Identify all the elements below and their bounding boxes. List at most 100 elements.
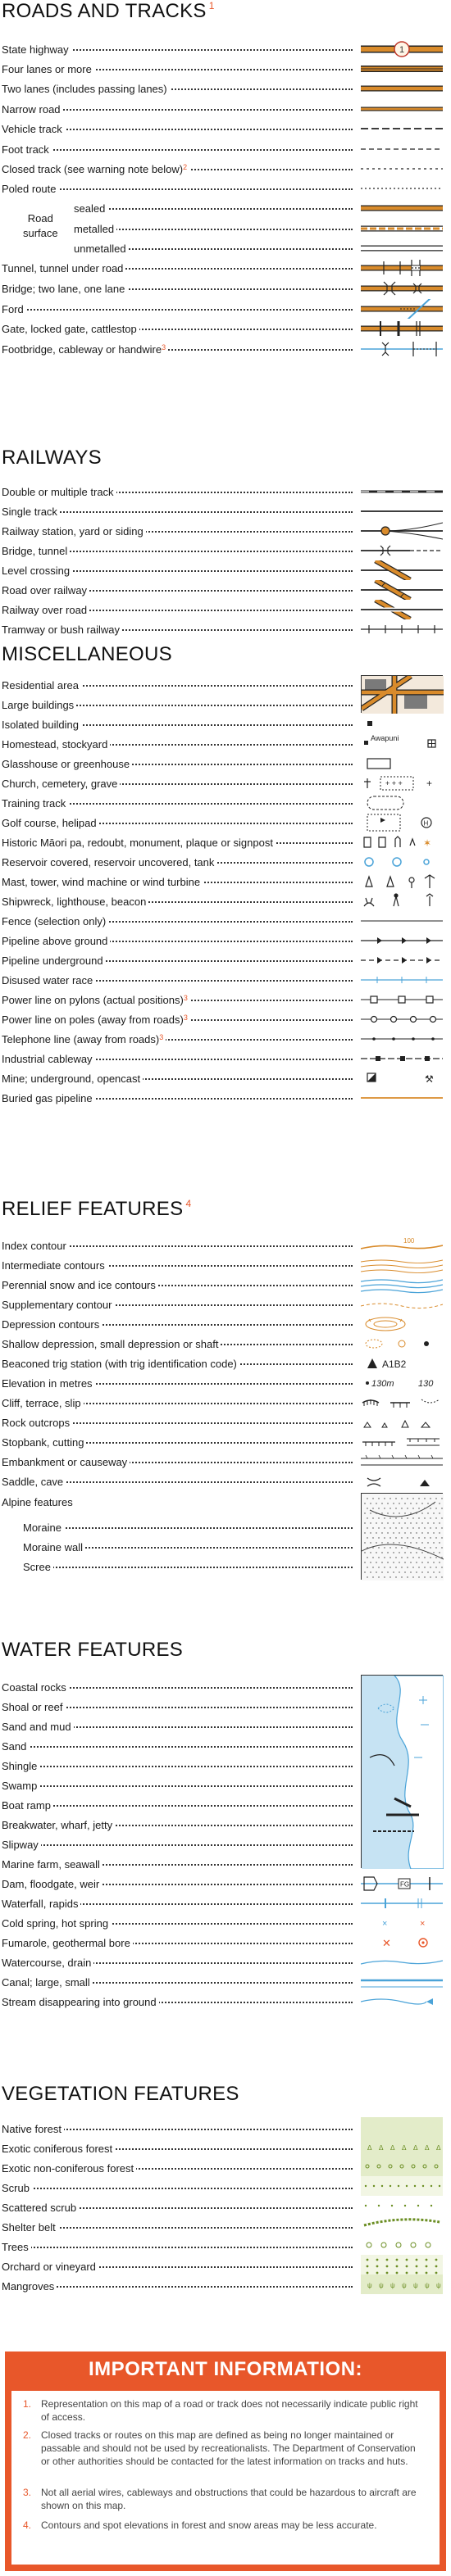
leader-dots xyxy=(2,1962,353,1964)
legend-label-text: Bridge; two lane, one lane xyxy=(2,282,125,295)
leader-dots xyxy=(74,229,353,230)
water-row: Watercourse, drain xyxy=(0,1952,451,1972)
legend-label-text: Disused water race xyxy=(2,973,93,986)
leader-dots xyxy=(2,288,353,290)
legend-label: Saddle, cave xyxy=(2,1475,66,1488)
legend-label: Depression contours xyxy=(2,1317,102,1331)
leader-dots xyxy=(2,1884,353,1885)
legend-symbol xyxy=(361,139,443,159)
legend-label-text: Orchard or vineyard xyxy=(2,2260,96,2273)
leader-dots xyxy=(2,1903,353,1905)
water-row: Slipway xyxy=(0,1834,451,1854)
trig-code: A1B2 xyxy=(382,1358,407,1370)
legend-label: Reservoir covered, reservoir uncovered, … xyxy=(2,855,217,868)
railways-row: Tramway or bush railway xyxy=(0,619,451,639)
legend-label: Perennial snow and ice contours xyxy=(2,1278,158,1291)
leader-dots xyxy=(2,1383,353,1385)
legend-label: Embankment or causeway xyxy=(2,1455,130,1468)
legend-label-text: Watercourse, drain xyxy=(2,1956,92,1969)
legend-label-text: Power line on poles (away from roads) xyxy=(2,1013,184,1026)
leader-dots xyxy=(23,1547,353,1549)
note-number: 2. xyxy=(23,2429,32,2441)
legend-symbol xyxy=(361,1393,443,1413)
misc-row: Buried gas pipeline xyxy=(0,1088,451,1108)
leader-dots xyxy=(2,329,353,330)
water-row: Breakwater, wharf, jetty xyxy=(0,1815,451,1834)
legend-label: Bridge, tunnel xyxy=(2,544,71,557)
legend-label: Watercourse, drain xyxy=(2,1956,94,1969)
legend-symbol: 130m 130 xyxy=(361,1373,443,1393)
legend-label-text: Pipeline underground xyxy=(2,954,103,967)
footnote-ref: 3 xyxy=(162,342,166,351)
legend-label: Power line on pylons (actual positions)3 xyxy=(2,993,190,1006)
legend-label-text: Moraine wall xyxy=(23,1540,83,1553)
misc-row: Mine; underground, opencast ⚒ xyxy=(0,1068,451,1088)
relief-row: Elevation in metres 130m 130 xyxy=(0,1373,451,1393)
legend-label: Vehicle track xyxy=(2,122,65,135)
legend-label-text: Supplementary contour xyxy=(2,1298,112,1311)
road-surface-group-line-1: Road xyxy=(27,212,53,224)
relief-row: Shallow depression, small depression or … xyxy=(0,1334,451,1354)
vegetation-row: Orchard or vineyard xyxy=(0,2256,451,2276)
leader-dots xyxy=(2,1864,353,1866)
leader-dots xyxy=(2,1687,353,1689)
note-number: 3. xyxy=(23,2487,32,2498)
leader-dots xyxy=(2,685,353,687)
legend-label-text: Mast, tower, wind machine or wind turbin… xyxy=(2,875,201,888)
legend-label-text: Perennial snow and ice contours xyxy=(2,1278,156,1291)
legend-label-text: Two lanes (includes passing lanes) xyxy=(2,82,167,95)
water-row: Swamp xyxy=(0,1776,451,1795)
legend-symbol xyxy=(361,1009,443,1029)
road-surface-row: metalled xyxy=(0,219,451,238)
leader-dots xyxy=(2,1059,353,1060)
relief-title-note: 4 xyxy=(185,1198,192,1209)
legend-symbol xyxy=(361,1295,443,1314)
leader-dots xyxy=(2,1943,353,1944)
legend-label: Mine; underground, opencast xyxy=(2,1072,144,1085)
note-text: Not all aerial wires, cableways and obst… xyxy=(41,2487,417,2511)
vegetation-row: Shelter belt xyxy=(0,2217,451,2237)
water-row: Fumarole, geothermal bore ✕ xyxy=(0,1933,451,1952)
note-text: Contours and spot elevations in forest a… xyxy=(41,2519,377,2531)
state-highway-number: 1 xyxy=(399,45,404,55)
legend-symbol xyxy=(361,99,443,119)
legend-label: Level crossing xyxy=(2,564,73,577)
leader-dots xyxy=(2,980,353,982)
legend-symbol xyxy=(361,1029,443,1049)
leader-dots xyxy=(2,1403,353,1404)
legend-label: Canal; large, small xyxy=(2,1975,93,1989)
legend-label: Double or multiple track xyxy=(2,485,116,498)
roads-row: Four lanes or more xyxy=(0,59,451,79)
legend-symbol xyxy=(361,319,443,338)
leader-dots xyxy=(2,2207,353,2209)
water-row: Cold spring, hot spring × × xyxy=(0,1913,451,1933)
leader-dots xyxy=(2,309,353,311)
misc-row: Residential area xyxy=(0,675,451,695)
legend-label: Orchard or vineyard xyxy=(2,2260,98,2273)
road-surface-group-label: Road surface xyxy=(23,211,61,241)
legend-label-text: Power line on pylons (actual positions) xyxy=(2,993,184,1006)
legend-label: Power line on poles (away from roads)3 xyxy=(2,1013,190,1026)
misc-row: Power line on pylons (actual positions)3 xyxy=(0,990,451,1009)
legend-label: Native forest xyxy=(2,2122,64,2135)
legend-label: Four lanes or more xyxy=(2,62,94,75)
important-note: 3. Not all aerial wires, cableways and ob… xyxy=(23,2486,426,2512)
leader-dots xyxy=(2,531,353,533)
vegetation-row: Trees xyxy=(0,2237,451,2256)
legend-label-text: Church, cemetery, grave xyxy=(2,777,118,790)
footnote-ref: 3 xyxy=(159,1032,164,1041)
misc-row: Reservoir covered, reservoir uncovered, … xyxy=(0,852,451,872)
legend-label-text: Vehicle track xyxy=(2,122,62,135)
legend-label: Foot track xyxy=(2,143,52,156)
legend-symbol xyxy=(361,501,443,521)
leader-dots xyxy=(2,1039,353,1041)
relief-row: Perennial snow and ice contours xyxy=(0,1275,451,1295)
legend-label-text: Double or multiple track xyxy=(2,485,114,498)
legend-label: Pipeline underground xyxy=(2,954,106,967)
railways-row: Road over railway xyxy=(0,580,451,600)
legend-label-text: Single track xyxy=(2,505,57,518)
legend-symbol xyxy=(361,1413,443,1432)
legend-label: Shelter belt xyxy=(2,2220,58,2234)
legend-label-text: Saddle, cave xyxy=(2,1475,64,1488)
legend-label: Mast, tower, wind machine or wind turbin… xyxy=(2,875,203,888)
